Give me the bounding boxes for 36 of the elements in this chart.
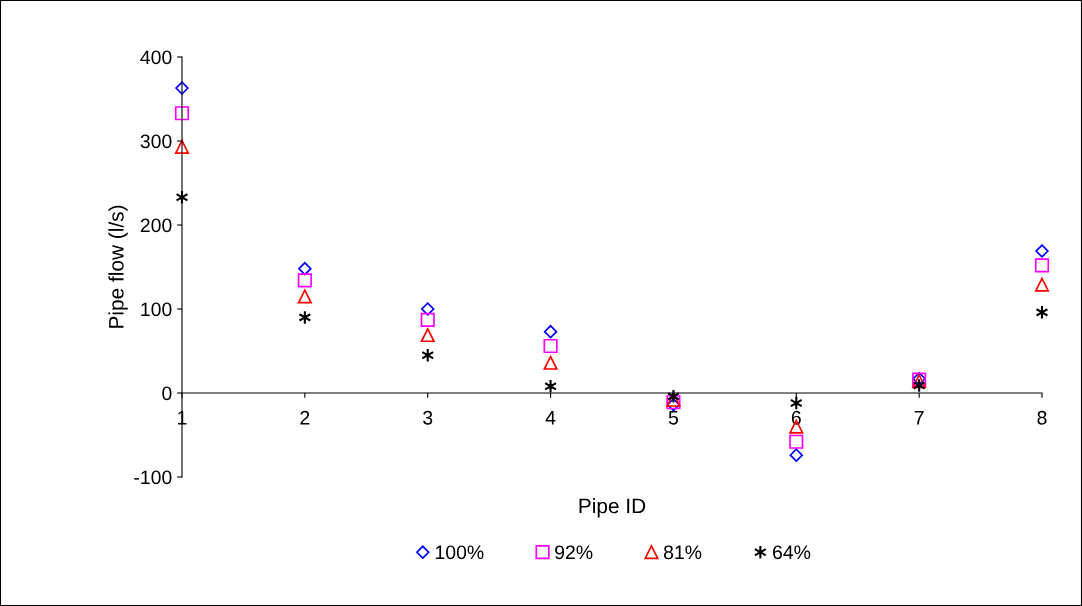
legend-label: 81% [663, 545, 702, 560]
x-tick-label: 2 [300, 410, 310, 425]
point [543, 355, 558, 370]
point [420, 327, 435, 343]
point [1034, 258, 1050, 273]
x-tick-label: 8 [1037, 410, 1047, 425]
x-tick-label: 6 [791, 410, 801, 425]
x-tick-label: 5 [668, 411, 679, 425]
point [1034, 277, 1050, 292]
point [420, 312, 435, 328]
x-tick-label: 3 [423, 410, 433, 425]
point [175, 81, 189, 95]
legend-label: 64% [773, 545, 811, 560]
y-tick-label: 400 [140, 50, 172, 65]
x-tick-label: 7 [914, 411, 924, 425]
point [297, 289, 312, 304]
y-tick-label: 300 [140, 134, 172, 149]
point [174, 106, 190, 121]
y-tick-label: 200 [140, 218, 172, 233]
point [789, 448, 804, 462]
point [298, 261, 312, 276]
y-tick-label: 0 [162, 386, 172, 401]
y-tick-label: 100 [141, 302, 172, 317]
point [1035, 244, 1049, 258]
point [543, 324, 558, 339]
legend-label: 100% [435, 545, 484, 560]
point [174, 139, 190, 154]
point [789, 434, 804, 449]
point [543, 338, 558, 354]
legend-label: 92% [555, 545, 593, 560]
x-tick-label: 4 [545, 411, 556, 425]
y-axis-title: Pipe flow (l/s) [108, 205, 128, 328]
point [420, 302, 435, 316]
point [297, 273, 312, 288]
y-tick-label: -100 [134, 470, 172, 485]
x-axis-title: Pipe ID [579, 498, 646, 518]
